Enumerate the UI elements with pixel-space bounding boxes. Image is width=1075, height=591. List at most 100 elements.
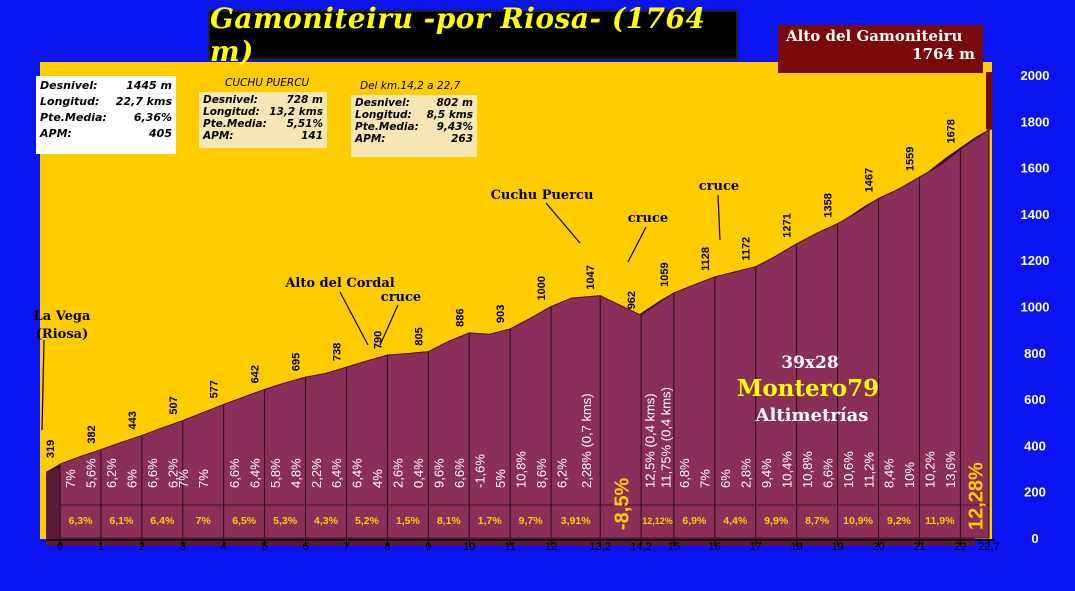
km-average-label: 11,9%	[925, 515, 955, 527]
km-altitude-label: 903	[495, 305, 507, 323]
km-altitude-label: 642	[250, 365, 262, 383]
km-average-label: 9,9%	[764, 515, 789, 527]
stats-row: Desnivel: 728 m	[203, 94, 323, 106]
segment-gradient-label: 13,6%	[943, 451, 958, 488]
x-tick-label: 9	[425, 541, 431, 553]
landmark-leader-line	[41, 339, 45, 431]
highlight-gradient-label: 12,28%	[966, 462, 988, 530]
segment-gradient-label: 4%	[370, 469, 385, 488]
cuchu-heading: CUCHU PUERCU	[225, 77, 310, 89]
final-heading: Del km.14,2 a 22,7	[360, 80, 461, 92]
highlight-gradient-label: -8,5%	[612, 478, 634, 530]
km-altitude-label: 1271	[782, 213, 794, 237]
landmark-label: cruce	[381, 290, 421, 305]
x-tick-label: 3	[180, 541, 186, 553]
x-tick-label: 15	[668, 541, 680, 553]
landmark-leader-line	[339, 291, 369, 346]
stats-row: Pte.Media: 6,36%	[40, 111, 172, 124]
km-average-label: 8,7%	[805, 515, 830, 527]
y-tick-label: 1800	[1021, 114, 1050, 129]
credit-author: Montero79	[737, 375, 879, 402]
stats-row: APM: 141	[203, 130, 323, 142]
km-average-label: 4,3%	[314, 515, 339, 527]
segment-gradient-label: 10,8%	[513, 451, 528, 488]
stats-row: Desnivel: 1445 m	[40, 79, 172, 92]
y-tick-label: 600	[1024, 392, 1046, 407]
km-altitude-label: 1678	[945, 119, 957, 143]
km-average-label: 6,4%	[150, 515, 175, 527]
km-altitude-label: 1000	[536, 276, 548, 300]
segment-gradient-label: 6,8%	[677, 458, 692, 488]
segment-gradient-label: 8,4%	[882, 458, 897, 488]
km-altitude-label: 577	[209, 380, 221, 398]
km-altitude-label: 805	[413, 327, 425, 345]
segment-gradient-label: 11,2%	[861, 452, 876, 488]
y-tick-label: 200	[1024, 485, 1046, 500]
segment-gradient-label: 7%	[698, 469, 713, 488]
stats-row: Longitud: 8,5 kms	[355, 109, 473, 121]
segment-gradient-label: 5,8%	[268, 458, 283, 488]
x-tick-label: 13,2	[590, 541, 611, 553]
x-tick-label: 12	[545, 541, 557, 553]
y-tick-label: 2000	[1021, 68, 1050, 83]
x-tick-label: 17	[750, 541, 762, 553]
x-tick-label: 2	[139, 541, 145, 553]
km-altitude-label: 1358	[823, 193, 835, 217]
stats-row: APM: 405	[40, 127, 172, 140]
stats-row: Pte.Media: 5,51%	[203, 118, 323, 130]
x-tick-label: 11	[504, 541, 515, 553]
km-altitude-label: 1047	[585, 265, 597, 289]
x-tick-label: 10	[463, 541, 475, 553]
segment-gradient-label: 4,8%	[288, 458, 303, 488]
km-altitude-label: 1559	[904, 147, 916, 171]
km-altitude-label: 962	[626, 291, 638, 309]
segment-gradient-label: -1,6%	[472, 454, 487, 488]
segment-gradient-label: 10,8%	[800, 451, 815, 488]
chart-title: Gamoniteiru -por Riosa- (1764 m)	[210, 2, 706, 68]
segment-gradient-label: 2,6%	[391, 458, 406, 488]
segment-gradient-label: 6,6%	[145, 458, 160, 488]
stats-row: Desnivel: 802 m	[355, 97, 473, 109]
km-average-label: 3,91%	[561, 515, 591, 527]
x-tick-label: 16	[709, 541, 721, 553]
segment-gradient-label: 7%	[63, 469, 78, 488]
x-tick-label: 20	[872, 541, 884, 553]
segment-gradient-label: 6,6%	[452, 458, 467, 488]
km-altitude-label: 319	[45, 440, 57, 458]
km-average-label: 9,2%	[887, 515, 912, 527]
km-average-label: 10,9%	[843, 515, 873, 527]
km-altitude-label: 886	[454, 309, 466, 327]
segment-gradient-label: 9,4%	[759, 458, 774, 488]
x-tick-label: 21	[913, 541, 925, 553]
segment-gradient-label: 11,75% (0,4 kms)	[659, 387, 674, 488]
segment-gradient-label: 10,6%	[841, 451, 856, 488]
summit-name: Alto del Gamoniteiru	[786, 27, 963, 45]
km-average-label: 12,12%	[642, 516, 673, 526]
x-tick-label: 6	[302, 541, 308, 553]
landmark-leader-line	[717, 194, 721, 241]
segment-gradient-label: 6,4%	[329, 458, 344, 488]
stats-row: Pte.Media: 9,43%	[355, 121, 473, 133]
summit-pole	[986, 72, 992, 130]
segment-gradient-label: 8,6%	[534, 458, 549, 488]
segment-gradient-label: 6,6%	[820, 458, 835, 488]
x-tick-label: 14,2	[630, 541, 651, 553]
segment-gradient-label: 2,28% (0,7 kms)	[579, 393, 594, 488]
segment-gradient-label: 2,2%	[309, 458, 324, 488]
credit-size: 39x28	[781, 353, 838, 373]
km-average-label: 1,7%	[478, 515, 503, 527]
x-tick-label: 18	[791, 541, 803, 553]
segment-gradient-label: 6,2%	[554, 458, 569, 488]
km-average-label: 6,5%	[232, 515, 257, 527]
x-tick-label: 7	[343, 541, 349, 553]
segment-gradient-label: 12,5% (0,4 kms)	[642, 393, 657, 488]
x-tick-label: 0	[57, 541, 63, 553]
km-average-label: 1,5%	[396, 515, 421, 527]
segment-gradient-label: 10%	[902, 462, 917, 488]
km-average-label: 5,3%	[273, 515, 298, 527]
segment-gradient-label: 9,6%	[432, 458, 447, 488]
km-altitude-label: 1128	[700, 247, 712, 271]
segment-gradient-label: 0,4%	[411, 458, 426, 488]
stats-row: APM: 263	[355, 133, 473, 145]
